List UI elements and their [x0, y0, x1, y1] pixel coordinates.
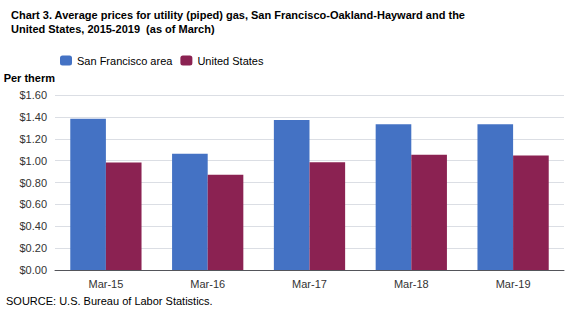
svg-text:United States: United States — [197, 55, 264, 67]
svg-text:$0.60: $0.60 — [19, 198, 47, 210]
svg-text:Mar-15: Mar-15 — [88, 278, 123, 290]
svg-text:$0.00: $0.00 — [19, 264, 47, 276]
svg-text:San Francisco area: San Francisco area — [77, 55, 173, 67]
svg-text:Per therm: Per therm — [4, 72, 56, 84]
svg-text:$0.80: $0.80 — [19, 177, 47, 189]
svg-text:Mar-18: Mar-18 — [394, 278, 429, 290]
svg-text:$1.60: $1.60 — [19, 89, 47, 101]
svg-text:Chart 3. Average prices for ut: Chart 3. Average prices for utility (pip… — [11, 9, 465, 21]
svg-text:$0.40: $0.40 — [19, 220, 47, 232]
svg-text:$1.00: $1.00 — [19, 155, 47, 167]
svg-text:$1.40: $1.40 — [19, 111, 47, 123]
svg-text:United States, 2015-2019 (as: United States, 2015-2019 (as of March) — [11, 23, 215, 35]
svg-text:Mar-17: Mar-17 — [292, 278, 327, 290]
svg-text:SOURCE: U.S. Bureau of Labor S: SOURCE: U.S. Bureau of Labor Statistics. — [6, 295, 213, 307]
svg-text:$1.20: $1.20 — [19, 133, 47, 145]
svg-text:$0.20: $0.20 — [19, 242, 47, 254]
svg-text:Mar-16: Mar-16 — [190, 278, 225, 290]
svg-text:Mar-19: Mar-19 — [496, 278, 531, 290]
